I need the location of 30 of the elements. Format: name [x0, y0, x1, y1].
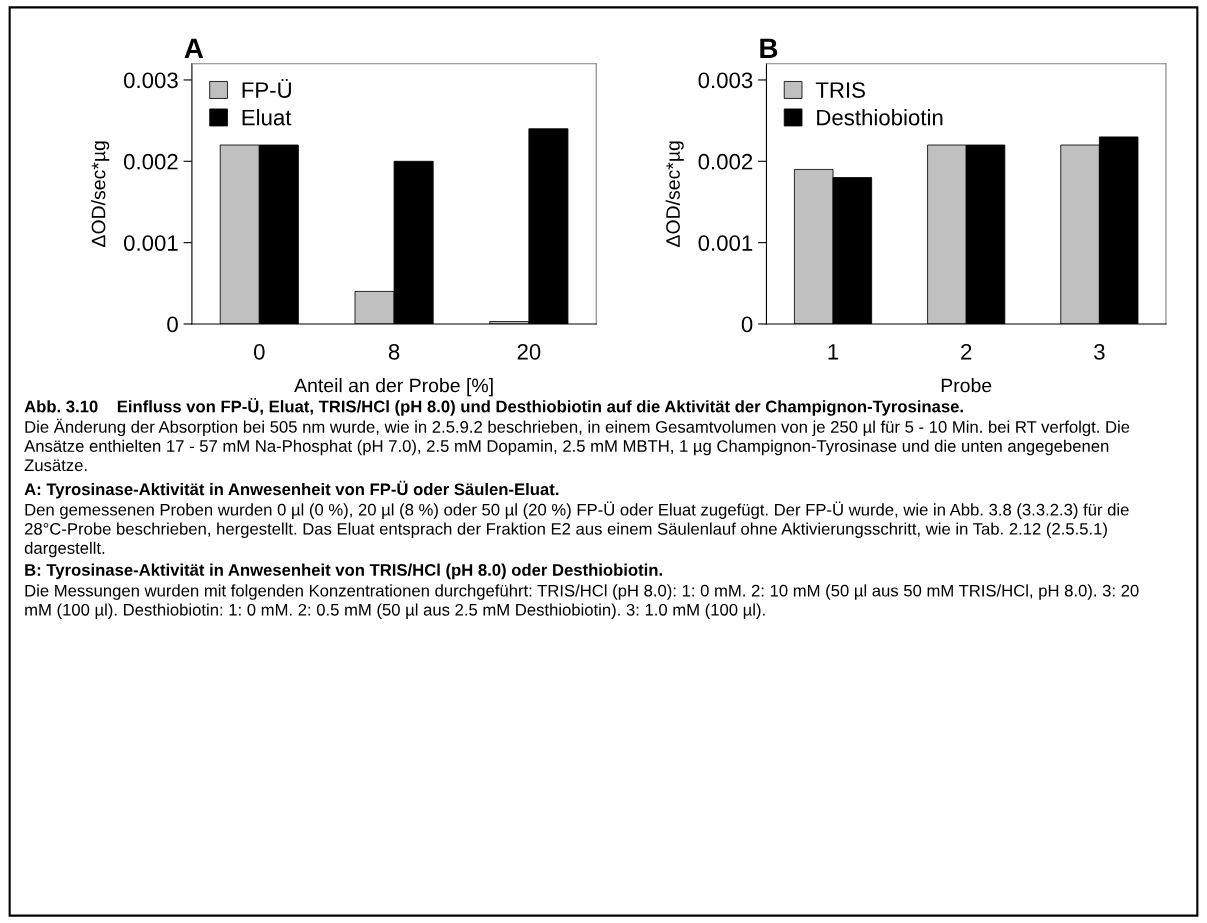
- x-tick-label: 8: [388, 344, 400, 360]
- y-tick-label: 0: [167, 316, 178, 333]
- y-tick-label: 0.002: [698, 153, 753, 170]
- x-tick-label: 2: [961, 344, 972, 360]
- x-tick-label: 1: [828, 344, 839, 360]
- x-axis-title: Anteil an der Probe [%]: [294, 378, 493, 397]
- text: Die Messungen wurden mit folgenden Konzentrationen durchgeführt: TRIS/HCl (pH 8.0): 1: 0 mM. 2: 10 mM (50 µl aus 50 mM TRIS/HCl, pH 8.0). 3: 20 mM (100 µl). Desthiobiotin: 1: 0 mM. 2: 0.5 mM (50 µl aus 2.5 mM Desthiobiotin). 3: 1.0 mM (100 µl).: [25, 584, 1139, 619]
- y-tick-label: 0.001: [123, 235, 178, 251]
- y-axis-title: ΔOD/sec*µg: [91, 141, 110, 247]
- x-tick-label: 20: [517, 344, 541, 360]
- text: A: Tyrosinase-Aktivität in Anwesenheit von FP-Ü oder Säulen-Eluat.: [24, 480, 559, 499]
- x-axis-title: Probe: [941, 378, 992, 393]
- x-tick-label: 3: [1094, 344, 1105, 360]
- chart-title: A: [184, 38, 204, 58]
- legend-label: Desthiobiotin: [817, 109, 943, 126]
- text: B: Tyrosinase-Aktivität in Anwesenheit von TRIS/HCl (pH 8.0) oder Desthiobiotin.: [25, 563, 662, 580]
- y-tick-label: 0.001: [698, 235, 753, 251]
- legend-label: TRIS: [815, 82, 865, 98]
- x-tick-label: 0: [253, 344, 265, 360]
- y-tick-label: 0.003: [123, 72, 178, 89]
- legend-label: FP-Ü: [242, 79, 291, 98]
- legend-label: Eluat: [242, 109, 292, 126]
- y-axis-title: ΔOD/sec*µg: [665, 141, 684, 247]
- y-tick-label: 0.003: [698, 72, 753, 89]
- text: Die Änderung der Absorption bei 505 nm wurde, wie in 2.5.9.2 beschrieben, in einem Gesamtvolumen von je 250 µl für 5 - 10 Min. bei RT verfolgt. Die Ansätze enthielten 17 - 57 mM Na-Phosphat (pH 7.0), 2.5 mM Dopamin, 2.5 mM MBTH, 1 µg Champignon-Tyrosinase und die unten angegebenen Zusätze.: [24, 418, 1130, 472]
- text: Den gemessenen Proben wurden 0 µl (0 %), 20 µl (8 %) oder 50 µl (20 %) FP-Ü oder Eluat zugefügt. Der FP-Ü wurde, wie in Abb. 3.8 (3.3.2.3) für die 28°C-Probe beschrieben, hergestellt. Das Eluat entsprach der Fraktion E2 aus einem Säulenlauf ohne Aktivierungsschritt, wie in Tab. 2.12 (2.5.5.1) dargestellt.: [24, 501, 1129, 558]
- y-tick-label: 0.002: [123, 153, 178, 170]
- y-tick-label: 0: [741, 316, 753, 333]
- caption: Abb. 3.10 Einfluss von FP-Ü, Eluat, TRIS/HCl (pH 8.0) und Desthiobiotin auf die Aktivität der Champignon-Tyrosinase.: [24, 398, 963, 416]
- chart-title: B: [760, 38, 778, 58]
